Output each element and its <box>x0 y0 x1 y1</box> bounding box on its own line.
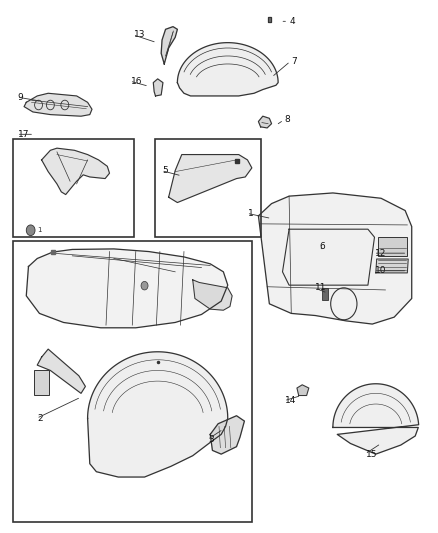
Text: 13: 13 <box>134 30 145 39</box>
Bar <box>155 139 261 237</box>
Polygon shape <box>268 17 271 22</box>
Polygon shape <box>37 349 85 393</box>
Text: 3: 3 <box>208 435 214 444</box>
Polygon shape <box>161 27 177 64</box>
Text: 10: 10 <box>374 266 386 275</box>
Circle shape <box>141 281 148 290</box>
Polygon shape <box>193 280 232 310</box>
Polygon shape <box>210 416 244 454</box>
Text: 1: 1 <box>247 209 253 217</box>
Bar <box>34 370 49 395</box>
Circle shape <box>26 225 35 236</box>
Polygon shape <box>88 352 228 477</box>
Text: 2: 2 <box>37 414 43 423</box>
Polygon shape <box>26 249 228 328</box>
Text: 11: 11 <box>315 284 327 292</box>
Polygon shape <box>177 43 278 96</box>
Text: 5: 5 <box>162 166 168 175</box>
Text: 8: 8 <box>285 116 290 124</box>
Text: 6: 6 <box>320 242 325 251</box>
Bar <box>322 288 328 300</box>
Text: 15: 15 <box>366 450 377 458</box>
Text: 4: 4 <box>289 17 295 26</box>
Text: 9: 9 <box>18 93 23 101</box>
Text: 1: 1 <box>38 227 42 233</box>
Polygon shape <box>258 116 272 128</box>
Polygon shape <box>333 384 419 454</box>
Polygon shape <box>283 229 374 285</box>
Polygon shape <box>169 155 252 203</box>
Polygon shape <box>42 148 110 195</box>
Text: 14: 14 <box>285 397 296 405</box>
Polygon shape <box>24 93 92 116</box>
Text: 7: 7 <box>291 57 297 66</box>
Text: 12: 12 <box>374 249 386 257</box>
Polygon shape <box>153 79 163 96</box>
Bar <box>13 139 134 237</box>
Text: 17: 17 <box>18 130 29 139</box>
Polygon shape <box>297 385 309 395</box>
Polygon shape <box>258 193 412 324</box>
Bar <box>13 241 252 522</box>
Polygon shape <box>376 259 408 273</box>
Text: 16: 16 <box>131 77 142 85</box>
Bar <box>378 237 407 256</box>
